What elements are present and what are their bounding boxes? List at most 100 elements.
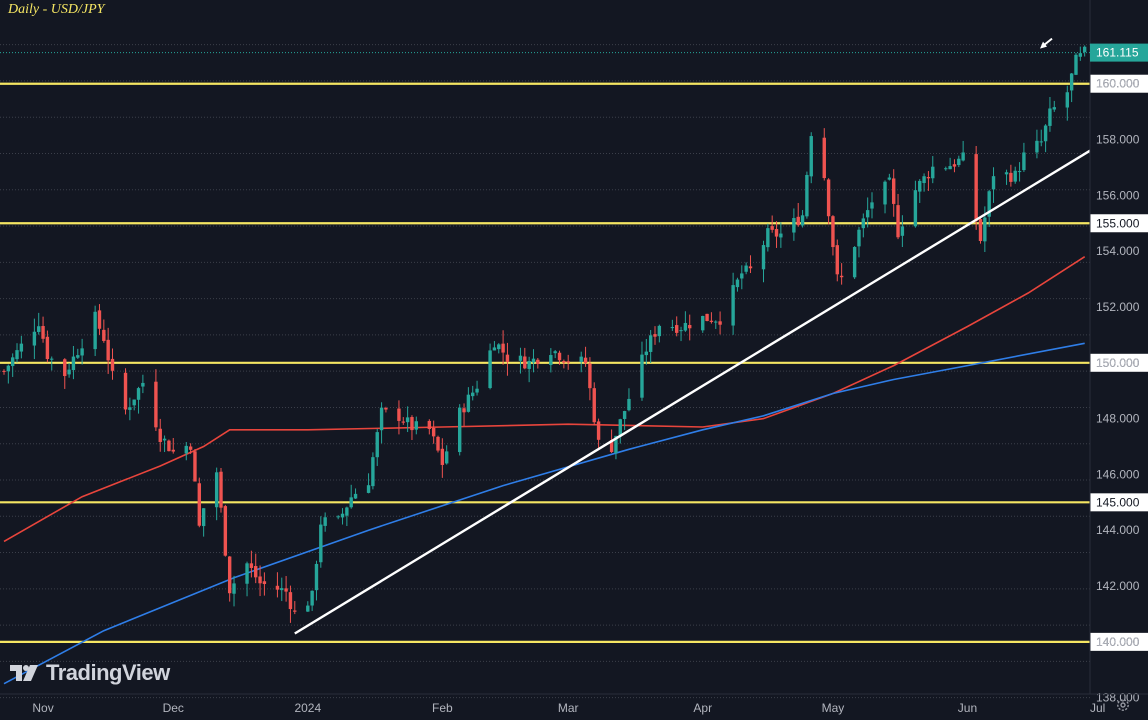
candle-body [596, 421, 601, 440]
level-price-label: 155.000 [1096, 216, 1140, 230]
candle-body [892, 178, 896, 204]
candle-body [158, 428, 162, 442]
candlestick-series [2, 45, 1087, 623]
candle-body [701, 315, 705, 331]
candle-body [883, 181, 887, 205]
x-tick-label: 2024 [294, 701, 321, 715]
time-axis[interactable]: Nov Dec 2024 Feb Mar Apr May Jun Jul [0, 693, 1148, 715]
candle-body [475, 388, 479, 393]
candle-body [401, 421, 405, 423]
x-tick-label: Feb [432, 701, 453, 715]
horizontal-levels[interactable]: 160.000 155.000 150.000 145.000 140.000 [0, 74, 1148, 651]
y-tick-label: 160.000 [1096, 77, 1140, 91]
candle-body [410, 417, 414, 431]
last-price-tag [1090, 43, 1148, 62]
candle-body [627, 398, 631, 411]
trendline-layer[interactable] [294, 149, 1091, 635]
y-tick-label: 142.000 [1096, 579, 1140, 593]
candle-body [284, 588, 288, 592]
y-tick-label: 150.000 [1096, 356, 1140, 370]
candle-body [774, 228, 779, 237]
moving-average-line [3, 256, 1086, 543]
candle-body [245, 563, 249, 584]
candle-body [97, 310, 102, 329]
candle-body [714, 321, 718, 323]
candle-body [379, 407, 384, 431]
candle-body [10, 357, 15, 367]
candle-body [983, 217, 987, 242]
candle-body [648, 335, 653, 352]
candle-body [414, 421, 418, 430]
candle-body [974, 154, 978, 221]
candle-body [1048, 108, 1052, 126]
candle-body [887, 177, 892, 180]
candle-body [961, 152, 965, 161]
candle-body [375, 432, 379, 458]
candle-body [345, 507, 349, 516]
candle-body [622, 411, 627, 419]
candle-body [458, 407, 462, 453]
candle-body [32, 331, 37, 346]
candle-body [102, 329, 106, 341]
candle-body [839, 275, 844, 278]
candle-body [748, 266, 753, 269]
candle-body [219, 471, 223, 508]
candle-body [232, 583, 236, 594]
candle-body [926, 177, 931, 179]
candle-body [549, 355, 553, 366]
candle-body [527, 360, 531, 369]
candle-body [1035, 140, 1039, 153]
candle-body [1043, 125, 1048, 142]
candle-body [536, 359, 540, 364]
candle-body [214, 472, 219, 508]
candle-body [644, 351, 649, 356]
candle-body [931, 166, 935, 179]
y-tick-label: 144.000 [1096, 523, 1140, 537]
candle-body [709, 320, 714, 322]
candle-body [262, 581, 267, 585]
candle-body [683, 322, 688, 331]
candle-body [900, 226, 905, 236]
tradingview-wordmark: TradingView [46, 660, 170, 685]
last-price-label: 161.115 [1096, 46, 1139, 60]
candle-body [288, 592, 293, 610]
candle-body [80, 348, 84, 356]
arrow-annotation [1040, 37, 1053, 49]
level-price-tag [1090, 493, 1148, 512]
candle-body [162, 438, 167, 441]
y-tick-label: 146.000 [1096, 467, 1140, 481]
candle-body [197, 483, 201, 526]
candle-body [128, 407, 132, 410]
x-tick-label: Jun [958, 701, 977, 715]
candle-body [336, 516, 340, 518]
candle-body [857, 229, 861, 247]
candle-body [167, 440, 171, 452]
candle-body [37, 326, 41, 332]
candle-body [718, 321, 722, 325]
candle-body [1074, 54, 1078, 75]
y-tick-label: 156.000 [1096, 188, 1140, 202]
candle-body [978, 219, 983, 241]
candle-body [922, 176, 926, 184]
candle-body [1078, 53, 1083, 57]
candle-body [1082, 46, 1087, 53]
y-tick-label: 140.000 [1096, 635, 1140, 649]
candle-body [1013, 170, 1017, 182]
candle-body [2, 370, 6, 372]
price-axis[interactable]: 138.000140.000142.000144.000146.000148.0… [0, 0, 1148, 705]
candle-body [323, 517, 327, 526]
candle-body [188, 446, 193, 450]
candle-body [1052, 107, 1056, 110]
candle-body [293, 610, 297, 612]
candle-body [557, 352, 562, 361]
candle-body [918, 180, 922, 192]
candle-body [913, 190, 918, 227]
candle-body [679, 330, 683, 332]
candle-body [1039, 141, 1043, 143]
candle-body [41, 326, 45, 339]
candle-body [766, 228, 770, 248]
x-tick-label: Jul [1090, 701, 1105, 715]
settings-gear-icon[interactable] [1115, 697, 1131, 713]
x-tick-label: Dec [163, 701, 184, 715]
